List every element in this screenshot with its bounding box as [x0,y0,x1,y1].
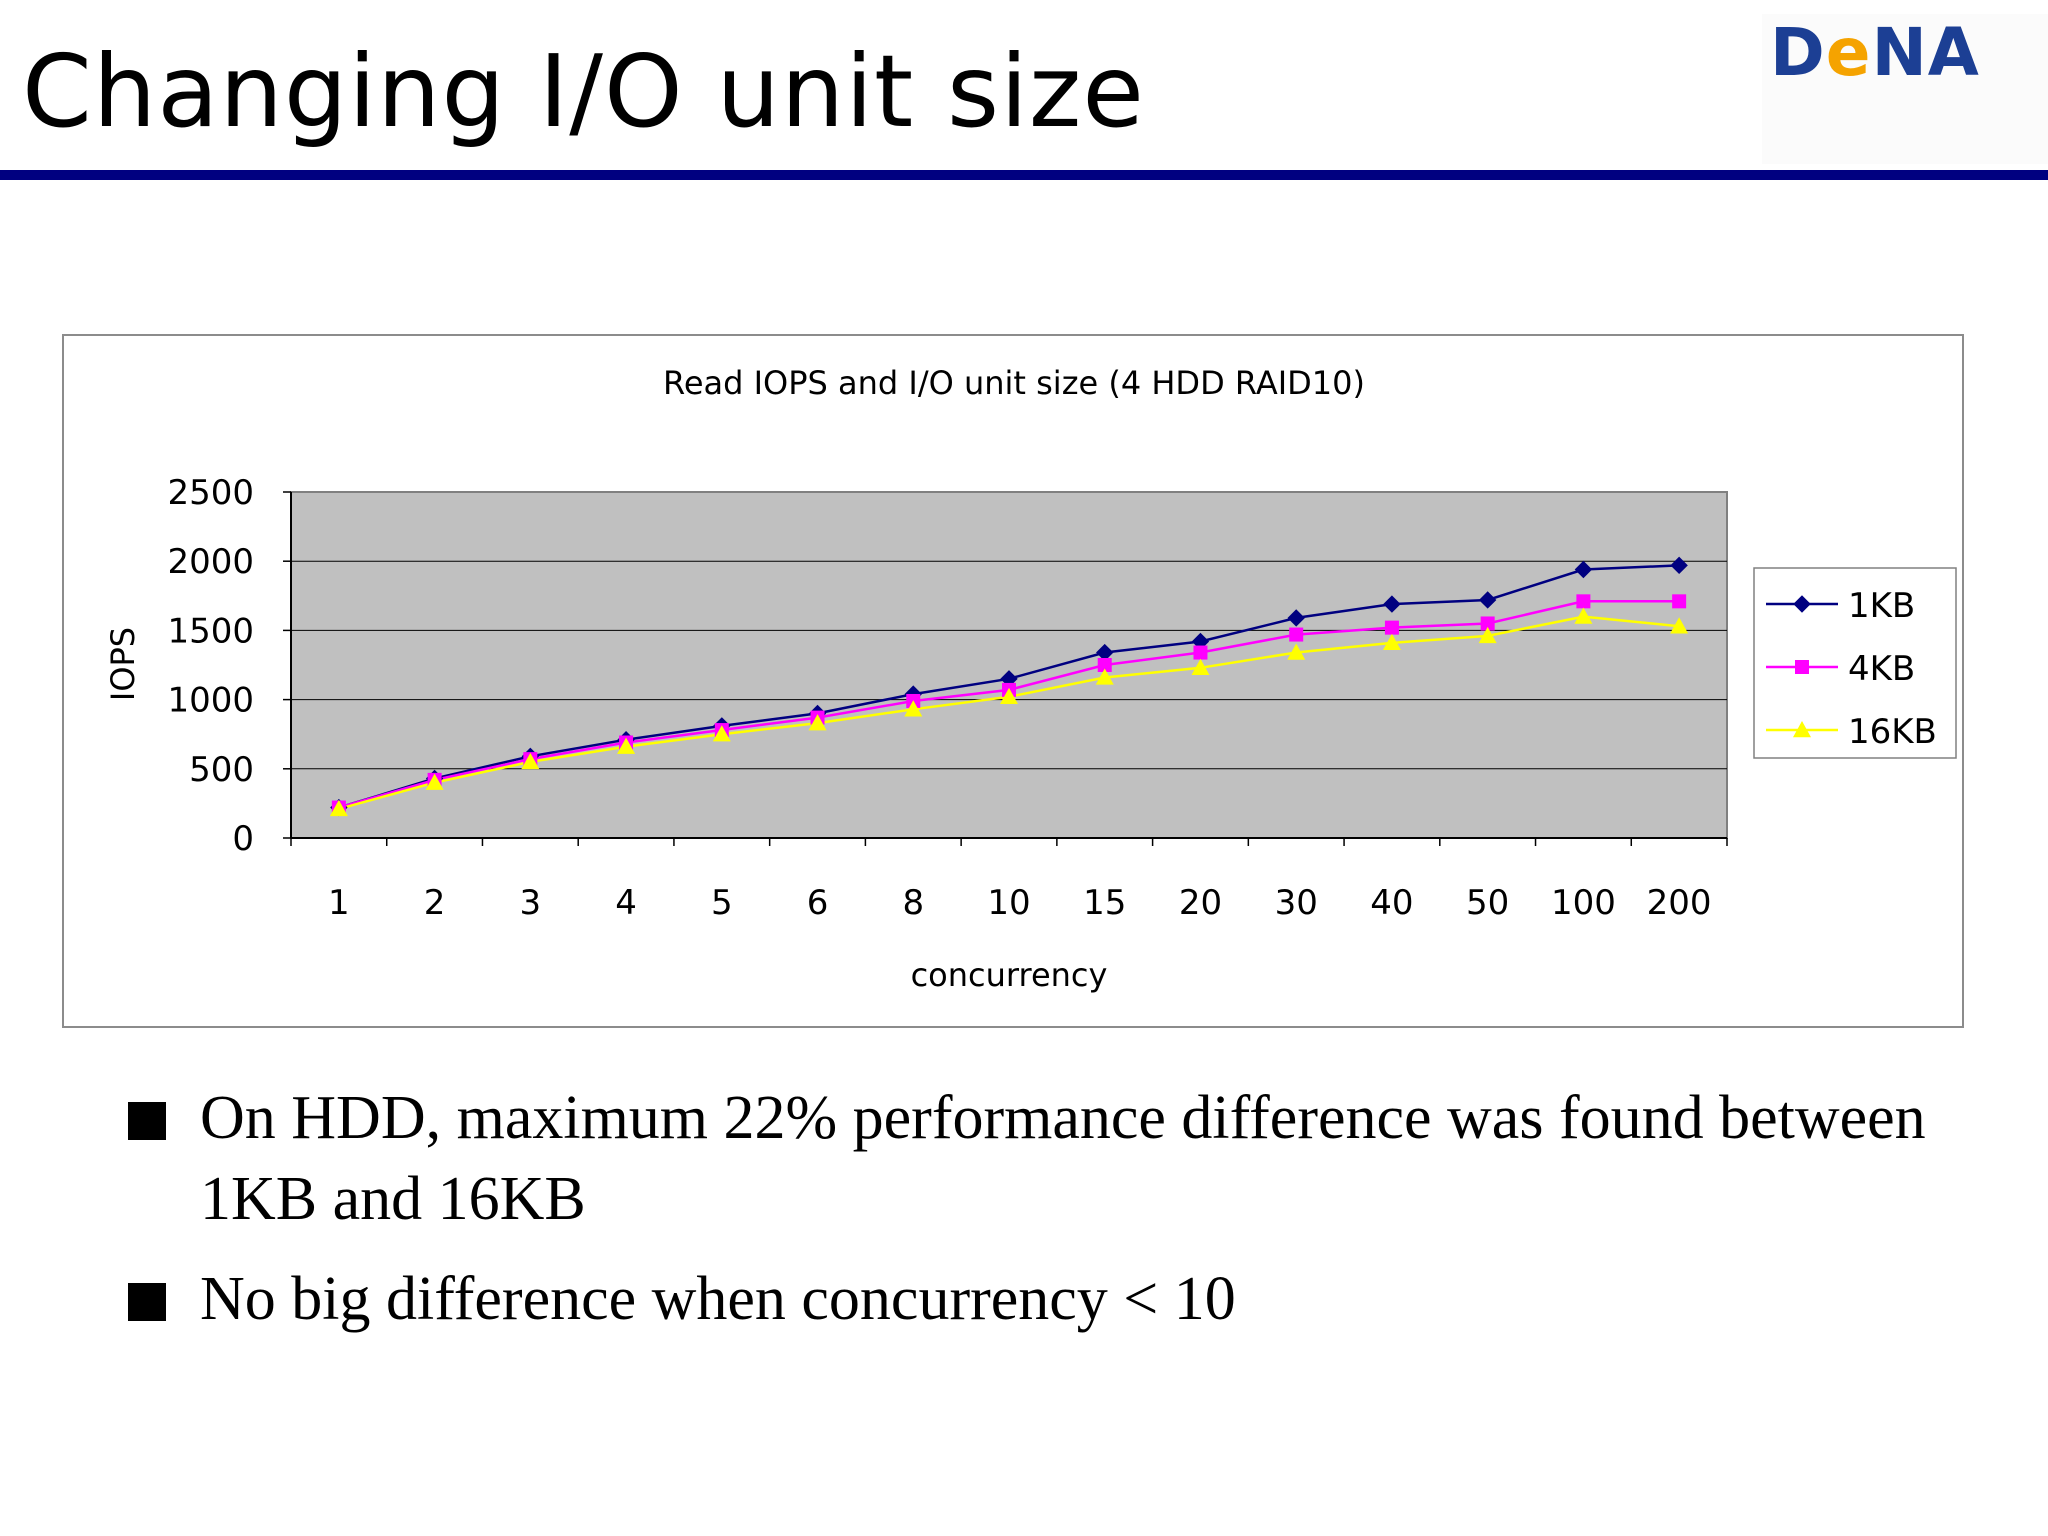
x-tick-label: 4 [615,883,637,923]
x-tick-label: 50 [1466,883,1509,923]
bullet-square-icon [128,1102,166,1140]
data-point-16KB [808,714,827,731]
data-point-16KB [329,799,348,817]
data-point-16KB [617,737,636,754]
data-point-16KB [1287,643,1306,660]
x-tick-label: 15 [1083,883,1126,923]
data-point-4KB [1672,594,1687,609]
legend-marker [1793,595,1811,613]
y-axis-label: IOPS [104,627,142,701]
x-tick-label: 8 [902,883,924,923]
legend-box [1753,567,1957,759]
legend-label: 16KB [1848,712,1937,752]
bullet-square-icon [128,1283,166,1322]
bullet-item: No big difference when concurrency < 10 [124,1259,2004,1340]
data-point-1KB [1670,556,1688,575]
data-point-1KB [1574,560,1593,579]
bullet-list: On HDD, maximum 22% performance differen… [124,1078,2004,1360]
logo-wordmark: DeNA [1770,14,1980,91]
chart-frame: Read IOPS and I/O unit size (4 HDD RAID1… [62,334,1964,1028]
data-point-16KB [1000,687,1018,705]
data-point-4KB [1576,594,1591,609]
data-point-16KB [1382,633,1401,651]
data-point-16KB [1574,607,1593,624]
x-tick-label: 1 [328,883,350,923]
x-tick-label: 10 [987,883,1030,923]
bullet-text: On HDD, maximum 22% performance differen… [200,1084,1926,1233]
y-tick-label: 1500 [167,611,254,651]
data-point-16KB [1095,668,1114,685]
y-tick-label: 500 [189,750,254,790]
data-point-4KB [1480,616,1495,631]
data-point-16KB [1191,658,1210,675]
x-tick-label: 6 [807,883,829,923]
x-tick-label: 20 [1179,883,1222,923]
legend-marker [1793,721,1811,738]
slide-title: Changing I/O unit size [22,33,1145,150]
x-tick-label: 200 [1647,883,1712,923]
plot-area [290,491,1728,839]
chart-title: Read IOPS and I/O unit size (4 HDD RAID1… [663,364,1365,402]
data-point-4KB [1289,627,1304,642]
y-tick-label: 2000 [167,542,254,582]
title-rule [0,170,2048,180]
y-tick-label: 1000 [167,681,254,721]
x-tick-label: 40 [1370,883,1413,923]
bullet-item: On HDD, maximum 22% performance differen… [124,1078,2004,1239]
data-point-16KB [712,725,731,742]
data-point-1KB [1383,595,1401,613]
data-point-16KB [521,752,540,770]
data-point-16KB [425,773,444,790]
data-point-4KB [1384,620,1399,635]
x-tick-label: 2 [424,883,446,923]
dena-logo: DeNA [1762,14,2048,164]
data-point-1KB [1478,591,1497,609]
x-axis-label: concurrency [911,956,1108,994]
x-tick-label: 5 [711,883,733,923]
data-point-1KB [1287,609,1305,627]
y-tick-label: 0 [232,819,254,859]
legend-marker [1795,660,1809,674]
data-point-16KB [1670,617,1689,634]
data-point-4KB [1097,658,1112,672]
bullet-text: No big difference when concurrency < 10 [200,1265,1236,1334]
x-tick-label: 30 [1275,883,1318,923]
data-point-4KB [1193,645,1208,660]
x-tick-label: 100 [1551,883,1616,923]
legend-label: 4KB [1848,649,1915,689]
legend-label: 1KB [1848,586,1915,626]
x-tick-label: 3 [520,883,542,923]
data-point-16KB [904,700,923,717]
y-tick-label: 2500 [167,473,254,513]
line-chart: Read IOPS and I/O unit size (4 HDD RAID1… [104,364,1957,994]
data-point-16KB [1478,626,1497,644]
